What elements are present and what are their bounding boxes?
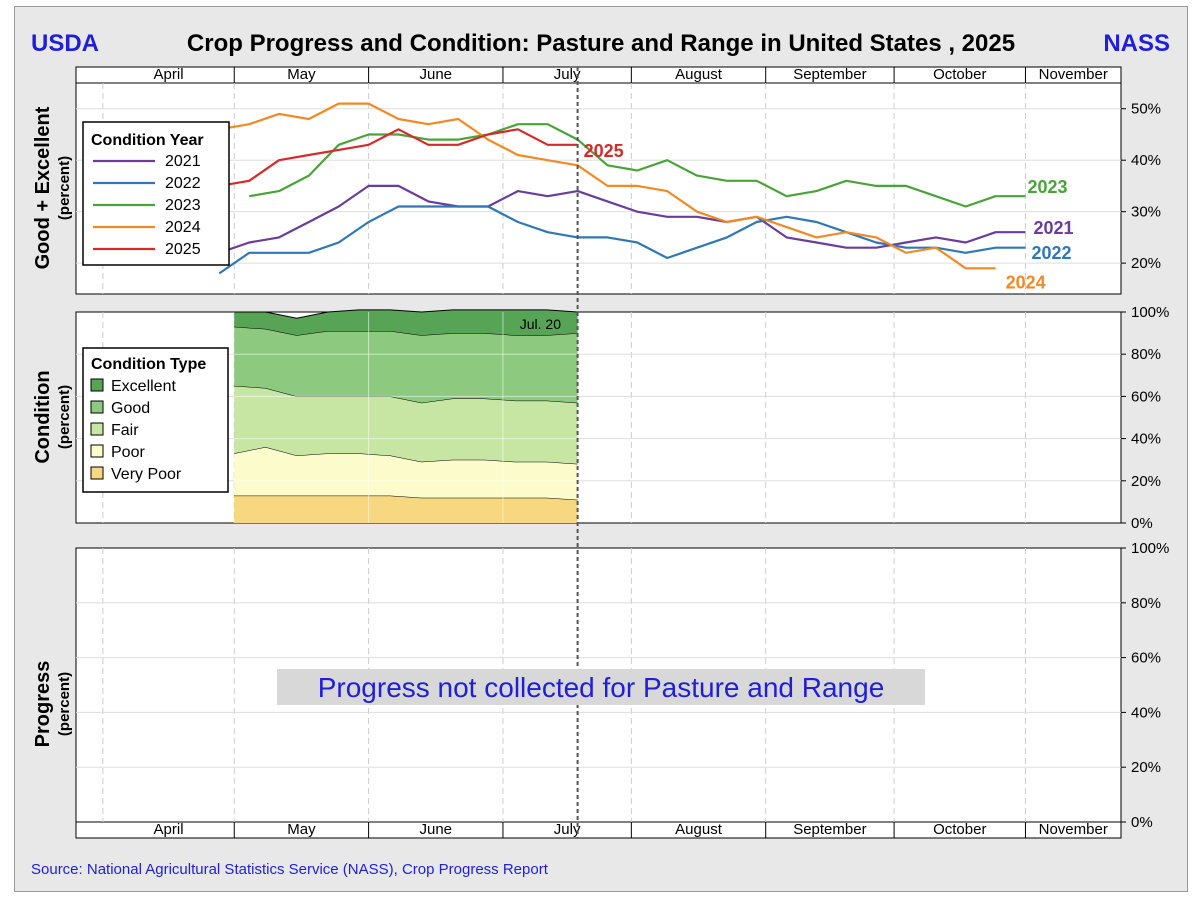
- legend-label-excellent: Excellent: [111, 378, 176, 395]
- condition-area-very-poor: [234, 495, 578, 523]
- y-ticks-condition: 0% 20% 40% 60% 80% 100%: [1121, 304, 1169, 532]
- grid-progress: [76, 548, 1121, 822]
- ylabel-progress: Progress (percent): [32, 661, 73, 748]
- condition-area-good: [234, 326, 578, 403]
- condition-area-poor: [234, 447, 578, 500]
- y-ticks-good-excellent: 20% 30% 40% 50%: [1121, 101, 1161, 272]
- condition-area-excellent: [234, 309, 578, 336]
- y-tick-label: 0%: [1131, 814, 1153, 831]
- series-line-2023: [249, 123, 1026, 208]
- ylabel-good-excellent-main: Good + Excellent: [32, 106, 54, 269]
- end-label-2024: 2024: [1006, 272, 1046, 292]
- y-tick-label: 100%: [1131, 304, 1169, 321]
- condition-area-fair: [234, 385, 578, 464]
- current-week-label: Jul. 20: [520, 316, 561, 332]
- y-tick-label: 20%: [1131, 255, 1161, 272]
- condition-areas: [234, 309, 578, 523]
- chart-frame: USDA Crop Progress and Condition: Pastur…: [14, 6, 1188, 892]
- series-line-2025: [219, 128, 578, 187]
- month-bar-bg: [75, 821, 1122, 839]
- legend-label-good: Good: [111, 400, 150, 417]
- month-label: June: [420, 66, 453, 83]
- month-label: April: [154, 66, 184, 83]
- crop-progress-chart: USDA Crop Progress and Condition: Pastur…: [31, 30, 1170, 878]
- source-footer: Source: National Agricultural Statistics…: [31, 861, 549, 878]
- legend-condition-type-title: Condition Type: [91, 356, 206, 373]
- legend-label-2022: 2022: [165, 175, 201, 192]
- legend-label-2025: 2025: [165, 241, 201, 258]
- y-tick-label: 80%: [1131, 346, 1161, 363]
- month-bar-bottom: April May June July August September October No…: [75, 821, 1122, 839]
- panel-condition: [75, 311, 1122, 524]
- good-excellent-lines: 2025 2023 2021 2022 2024: [218, 102, 1074, 292]
- progress-message: Progress not collected for Pasture and R…: [318, 672, 885, 703]
- legend-label-2023: 2023: [165, 197, 201, 214]
- legend-swatch-excellent: [90, 378, 104, 392]
- legend-swatch-very-poor: [90, 466, 104, 480]
- month-label: May: [287, 66, 316, 83]
- legend-swatch-poor: [90, 444, 104, 458]
- y-tick-label: 20%: [1131, 473, 1161, 490]
- legend-label-2024: 2024: [165, 219, 201, 236]
- legend-label-fair: Fair: [111, 422, 139, 439]
- y-tick-label: 40%: [1131, 431, 1161, 448]
- y-ticks-progress: 0% 20% 40% 60% 80% 100%: [1121, 540, 1169, 831]
- month-label: September: [793, 66, 866, 83]
- grid-condition-overlay: [234, 312, 578, 523]
- end-label-2025: 2025: [584, 141, 624, 161]
- month-label: August: [675, 66, 723, 83]
- legend-label-poor: Poor: [111, 444, 145, 461]
- end-label-2021: 2021: [1033, 218, 1073, 238]
- ylabel-condition-main: Condition: [32, 370, 54, 463]
- month-label: November: [1039, 66, 1108, 83]
- chart-title: Crop Progress and Condition: Pasture and…: [187, 30, 1015, 57]
- usda-logo: USDA: [31, 30, 99, 57]
- panel-good-excellent: [75, 82, 1122, 295]
- legend-label-very-poor: Very Poor: [111, 466, 182, 483]
- ylabel-progress-main: Progress: [32, 661, 54, 748]
- y-tick-label: 30%: [1131, 204, 1161, 221]
- progress-message-bg: [277, 669, 925, 705]
- ylabel-progress-sub: (percent): [56, 672, 73, 736]
- end-label-2022: 2022: [1031, 243, 1071, 263]
- month-label: September: [793, 821, 866, 838]
- y-tick-label: 20%: [1131, 759, 1161, 776]
- month-bar-bg: [75, 66, 1122, 84]
- month-label: October: [933, 66, 986, 83]
- legend-condition-year-title: Condition Year: [91, 132, 204, 149]
- month-label: July: [554, 821, 581, 838]
- condition-boundary: [234, 309, 578, 319]
- month-label: April: [154, 821, 184, 838]
- legend-condition-type: Condition Type Excellent Good Fair Poor Very…: [82, 347, 229, 493]
- ylabel-condition: Condition (percent): [32, 370, 73, 463]
- series-line-2024: [219, 102, 996, 270]
- y-tick-label: 60%: [1131, 388, 1161, 405]
- y-tick-label: 0%: [1131, 515, 1153, 532]
- legend-label-2021: 2021: [165, 153, 201, 170]
- y-tick-label: 60%: [1131, 650, 1161, 667]
- nass-logo: NASS: [1103, 30, 1170, 57]
- month-label: October: [933, 821, 986, 838]
- month-label: June: [420, 821, 453, 838]
- ylabel-good-excellent: Good + Excellent (percent): [32, 106, 73, 269]
- month-label: August: [675, 821, 723, 838]
- legend-swatch-fair: [90, 422, 104, 436]
- y-tick-label: 40%: [1131, 704, 1161, 721]
- month-label: May: [287, 821, 316, 838]
- legend-swatch-good: [90, 400, 104, 414]
- y-tick-label: 80%: [1131, 595, 1161, 612]
- month-bar-top: April May June July August September October No…: [75, 66, 1122, 84]
- end-label-2023: 2023: [1027, 177, 1067, 197]
- month-label: November: [1039, 821, 1108, 838]
- y-tick-label: 50%: [1131, 101, 1161, 118]
- month-label: July: [554, 66, 581, 83]
- legend-condition-year: Condition Year 2021 2022 2023 2024 2025: [82, 121, 230, 266]
- ylabel-good-excellent-sub: (percent): [56, 156, 73, 220]
- grid-good-excellent: [76, 83, 1121, 294]
- ylabel-condition-sub: (percent): [56, 385, 73, 449]
- y-tick-label: 40%: [1131, 152, 1161, 169]
- y-tick-label: 100%: [1131, 540, 1169, 557]
